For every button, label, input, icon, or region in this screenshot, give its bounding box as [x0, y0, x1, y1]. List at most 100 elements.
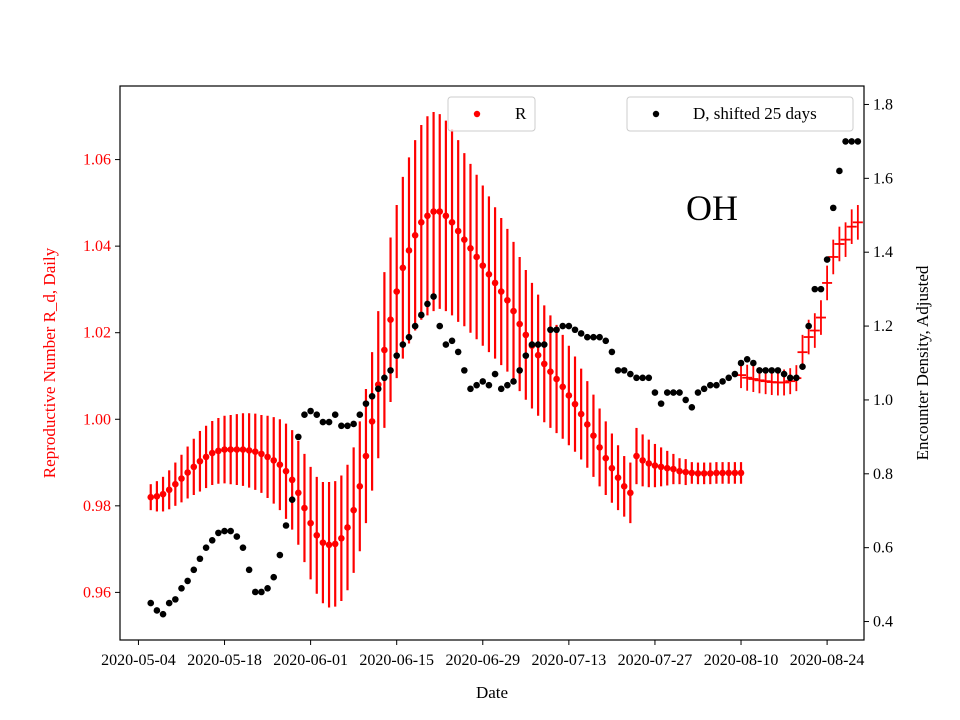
- d-point: [670, 389, 677, 396]
- d-point: [276, 551, 284, 559]
- d-point: [528, 341, 536, 348]
- r-point: [608, 464, 616, 472]
- r-point: [301, 504, 308, 512]
- d-point: [147, 599, 155, 607]
- r-point: [553, 375, 560, 383]
- d-point: [245, 566, 253, 574]
- legend-r-box: [447, 96, 536, 132]
- r-point: [504, 296, 511, 304]
- axes-frame: [119, 85, 865, 641]
- d-point: [362, 400, 370, 407]
- d-point: [750, 359, 757, 367]
- d-point: [731, 370, 739, 378]
- d-point: [590, 333, 597, 341]
- d-point: [516, 367, 523, 374]
- d-point: [338, 422, 345, 430]
- d-point: [706, 381, 714, 389]
- d-point: [196, 555, 204, 563]
- d-point: [436, 322, 444, 330]
- r-point: [547, 368, 554, 375]
- d-point: [319, 418, 327, 426]
- r-point: [577, 410, 585, 418]
- r-point: [700, 470, 708, 477]
- r-point: [325, 541, 333, 549]
- d-point: [497, 385, 505, 393]
- r-point: [485, 270, 493, 278]
- d-point: [381, 374, 388, 382]
- d-point: [288, 496, 296, 503]
- d-point: [780, 370, 788, 378]
- d-point: [602, 337, 610, 345]
- r-point: [627, 489, 634, 497]
- r-point: [602, 454, 610, 462]
- left-tick-label: 1.00: [83, 411, 111, 428]
- legend-d: D, shifted 25 days: [626, 96, 854, 132]
- d-point: [768, 367, 776, 374]
- right-tick-label: 0.4: [873, 614, 893, 631]
- d-point: [694, 389, 702, 396]
- x-tick-label: 2020-06-01: [273, 652, 348, 669]
- r-point: [454, 227, 462, 235]
- d-point: [836, 167, 843, 175]
- r-point: [682, 468, 689, 476]
- r-point: [565, 392, 573, 399]
- r-point: [362, 452, 370, 460]
- d-point: [842, 138, 849, 145]
- r-point: [663, 464, 671, 472]
- r-point: [645, 460, 653, 467]
- d-point: [344, 422, 351, 430]
- r-point: [461, 236, 468, 243]
- d-point: [522, 352, 530, 359]
- d-point: [823, 256, 831, 263]
- r-point: [165, 486, 173, 494]
- d-point: [491, 370, 499, 378]
- d-point: [178, 584, 185, 592]
- right-tick-label: 1.0: [873, 392, 893, 409]
- r-point: [251, 448, 259, 456]
- r-point: [417, 219, 425, 226]
- r-point: [522, 331, 530, 339]
- d-point: [811, 285, 819, 293]
- d-point: [190, 566, 198, 574]
- d-point: [725, 374, 733, 382]
- left-y-axis: 0.96 0.98 1.00 1.02 1.04 1.06: [83, 152, 120, 601]
- d-point: [700, 385, 708, 393]
- d-point: [264, 584, 271, 592]
- r-point: [276, 461, 284, 469]
- left-tick-label: 1.02: [83, 325, 111, 342]
- d-point: [153, 607, 161, 614]
- d-point: [577, 330, 585, 337]
- d-point: [172, 596, 179, 603]
- r-point: [184, 469, 191, 476]
- r-point: [147, 493, 155, 501]
- d-point: [368, 392, 376, 400]
- r-point: [633, 452, 640, 460]
- r-point: [239, 446, 247, 453]
- r-point: [590, 432, 597, 440]
- d-point: [854, 138, 862, 145]
- r-point: [295, 489, 302, 497]
- r-point: [381, 346, 388, 354]
- d-point: [848, 138, 856, 145]
- d-point: [479, 378, 487, 385]
- legend-d-label: D, shifted 25 days: [693, 104, 817, 123]
- d-point: [331, 411, 339, 419]
- r-point: [584, 421, 591, 428]
- right-y-axis-label: Encounter Density, Adjusted: [913, 265, 932, 460]
- r-point: [467, 245, 474, 252]
- r-point: [208, 449, 216, 457]
- r-point: [694, 470, 702, 477]
- r-point: [178, 475, 185, 482]
- d-point: [743, 356, 751, 363]
- d-point: [485, 381, 493, 389]
- d-point: [663, 389, 671, 396]
- d-point: [301, 411, 308, 419]
- r-point: [540, 360, 548, 368]
- r-point: [473, 253, 480, 261]
- d-point: [233, 533, 241, 540]
- d-point: [627, 370, 634, 378]
- d-point: [793, 374, 800, 382]
- d-point: [565, 322, 573, 330]
- d-point: [639, 374, 646, 382]
- r-point: [620, 483, 628, 490]
